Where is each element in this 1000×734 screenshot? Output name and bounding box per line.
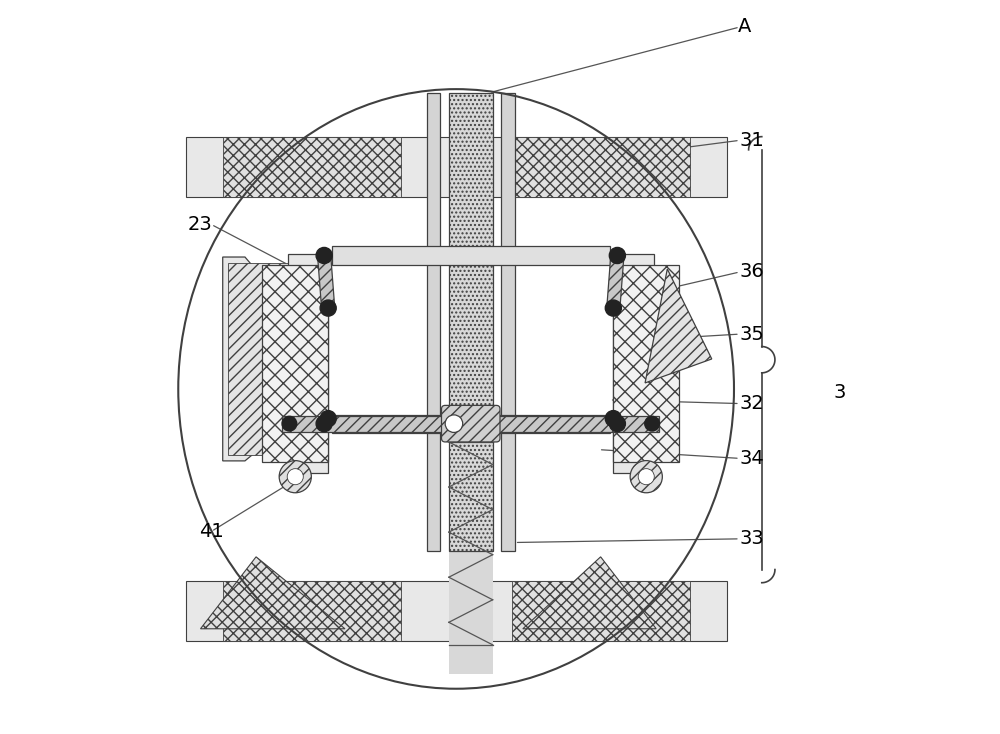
Circle shape <box>609 415 625 432</box>
Circle shape <box>316 415 332 432</box>
Text: 33: 33 <box>740 529 765 548</box>
Polygon shape <box>200 557 345 629</box>
Circle shape <box>605 410 621 426</box>
Bar <box>282 415 452 432</box>
Bar <box>186 581 727 641</box>
Polygon shape <box>223 257 317 461</box>
Bar <box>186 137 727 197</box>
Bar <box>449 92 493 550</box>
Bar <box>501 92 515 550</box>
Circle shape <box>609 247 625 264</box>
Circle shape <box>320 300 336 316</box>
Polygon shape <box>607 255 624 308</box>
Bar <box>288 254 328 473</box>
Bar <box>223 137 401 197</box>
Bar <box>512 581 690 641</box>
Bar <box>332 247 610 265</box>
Circle shape <box>445 415 463 432</box>
Ellipse shape <box>178 89 734 688</box>
Bar <box>489 415 659 432</box>
Polygon shape <box>318 255 335 308</box>
Circle shape <box>644 415 660 432</box>
Bar <box>449 442 493 674</box>
Circle shape <box>638 468 654 484</box>
Bar <box>262 265 328 462</box>
Bar <box>613 254 654 473</box>
Polygon shape <box>523 557 656 629</box>
Circle shape <box>605 300 621 316</box>
Bar <box>332 415 610 433</box>
Bar <box>228 263 306 455</box>
Circle shape <box>279 461 311 493</box>
Text: 32: 32 <box>740 394 765 413</box>
Circle shape <box>630 461 662 493</box>
Bar <box>223 581 401 641</box>
Text: 35: 35 <box>740 324 765 344</box>
Circle shape <box>281 415 297 432</box>
Text: 41: 41 <box>199 522 224 541</box>
Text: 34: 34 <box>740 449 765 468</box>
Text: 3: 3 <box>834 383 846 402</box>
Text: 23: 23 <box>188 215 213 234</box>
Circle shape <box>320 410 336 426</box>
Text: 31: 31 <box>740 131 765 150</box>
Bar <box>613 265 679 462</box>
Circle shape <box>287 468 303 484</box>
Text: 36: 36 <box>740 263 765 281</box>
Bar <box>512 137 690 197</box>
Text: A: A <box>738 18 752 37</box>
Bar <box>427 92 440 550</box>
Circle shape <box>316 247 332 264</box>
Polygon shape <box>645 269 712 383</box>
Polygon shape <box>319 415 333 428</box>
FancyBboxPatch shape <box>442 405 500 442</box>
Polygon shape <box>608 415 623 428</box>
